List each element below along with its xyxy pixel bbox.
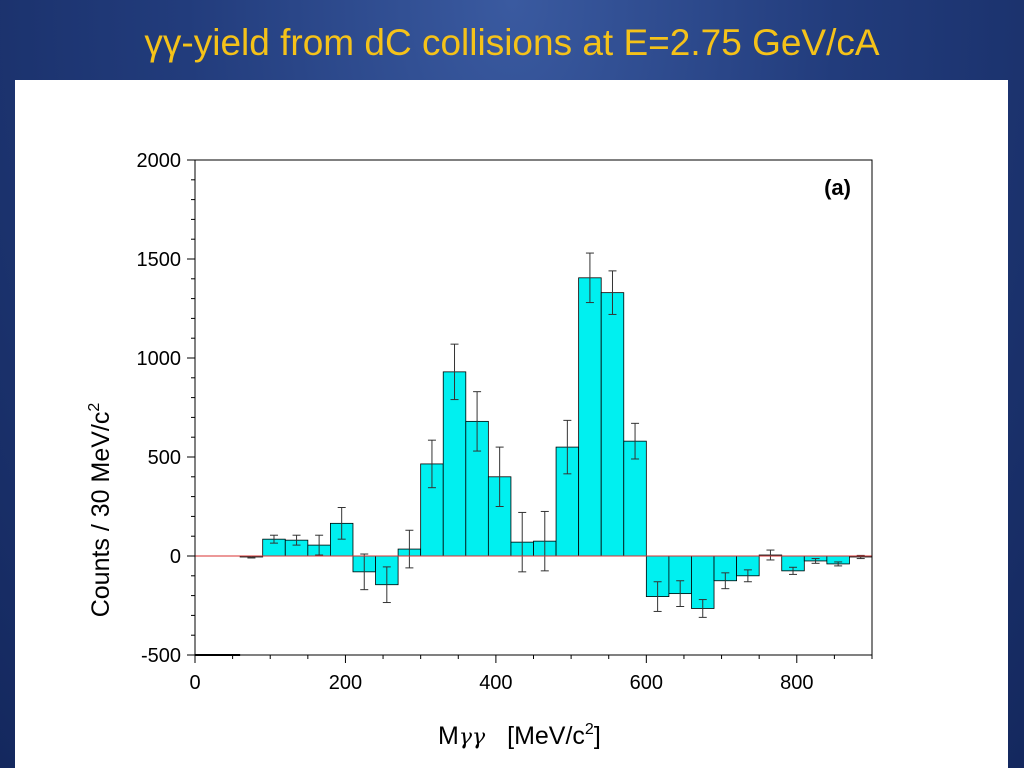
error-bar-15 xyxy=(585,252,594,304)
error-bar-4 xyxy=(337,506,346,540)
error-bar-12 xyxy=(518,511,527,573)
y-ticks-layer: -500 0 500 1000 1500 2000 xyxy=(137,150,195,667)
error-bar-18 xyxy=(653,581,662,612)
x-axis-label-sub: γγ xyxy=(459,725,486,750)
y-tick-label-0: 0 xyxy=(170,546,181,568)
error-bar-6 xyxy=(382,566,391,604)
error-bar-7 xyxy=(405,529,414,569)
x-tick-label-800: 800 xyxy=(780,672,813,694)
y-axis-label-sup: 2 xyxy=(86,403,103,412)
x-axis-label: Mγγ [MeV/c2] xyxy=(438,721,601,750)
error-bar-8 xyxy=(427,439,436,489)
x-tick-label-400: 400 xyxy=(479,672,512,694)
error-bar-11 xyxy=(495,446,504,507)
error-bar-24 xyxy=(789,566,798,575)
x-ticks-layer: 0 200 400 600 800 xyxy=(189,655,873,694)
y-tick-label-500: 500 xyxy=(148,447,181,469)
error-bar-19 xyxy=(676,580,685,607)
panel-label: (a) xyxy=(824,175,851,200)
plot-panel: 0 200 400 600 800 -500 0 500 1000 1500 2000 (a) C… xyxy=(15,80,1008,768)
x-axis-label-unit-sup: 2 xyxy=(585,721,594,738)
histogram-bar-16 xyxy=(600,292,625,557)
error-bar-3 xyxy=(315,534,324,556)
x-tick-label-200: 200 xyxy=(329,672,362,694)
y-axis-label-text: Counts / 30 MeV/c xyxy=(87,412,115,618)
y-tick-label-2000: 2000 xyxy=(137,150,182,172)
error-bar-21 xyxy=(721,572,730,590)
x-axis-label-unit: [MeV/c xyxy=(507,722,585,750)
error-bar-17 xyxy=(631,422,640,460)
y-tick-label--500: -500 xyxy=(141,645,181,667)
error-bar-25 xyxy=(811,558,820,564)
error-bar-2 xyxy=(292,534,301,546)
error-bar-9 xyxy=(450,343,459,401)
error-bar-16 xyxy=(608,270,617,315)
x-tick-label-0: 0 xyxy=(189,672,200,694)
x-axis-label-main: M xyxy=(438,722,459,750)
histogram-chart: 0 200 400 600 800 -500 0 500 1000 1500 2000 (a) C… xyxy=(86,150,873,750)
error-bar-22 xyxy=(743,569,752,583)
error-bar-14 xyxy=(563,419,572,475)
y-axis-label: Counts / 30 MeV/c2 xyxy=(86,403,115,618)
error-bar-10 xyxy=(473,391,482,452)
plot-frame xyxy=(194,159,873,656)
bars-layer xyxy=(239,277,873,609)
y-tick-label-1000: 1000 xyxy=(137,348,182,370)
error-bar-1 xyxy=(269,534,278,544)
slide-title: γγ-yield from dC collisions at E=2.75 Ge… xyxy=(144,22,880,63)
error-bar-20 xyxy=(698,599,707,618)
histogram-bar-15 xyxy=(578,277,602,557)
error-bars-layer xyxy=(247,252,865,618)
error-bar-23 xyxy=(766,549,775,561)
error-bar-13 xyxy=(540,510,549,572)
error-bar-5 xyxy=(360,553,369,591)
y-tick-label-1500: 1500 xyxy=(137,249,182,271)
x-tick-label-600: 600 xyxy=(630,672,663,694)
error-bar-26 xyxy=(834,561,843,567)
x-axis-label-unit-close: ] xyxy=(594,722,601,750)
